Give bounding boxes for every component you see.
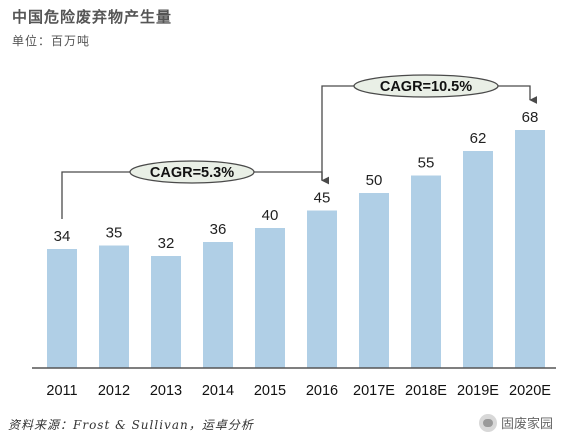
bar-2015	[255, 228, 285, 368]
x-tick-label-2016: 2016	[306, 383, 338, 399]
bar-2011	[47, 249, 77, 368]
unit-label: 单位：百万吨	[12, 34, 91, 48]
data-label-2020E: 68	[522, 109, 539, 126]
data-label-2014: 36	[210, 221, 227, 238]
x-tick-label-2012: 2012	[98, 383, 130, 399]
bar-2016	[307, 210, 337, 368]
wechat-logo-icon	[478, 413, 497, 432]
cagr-label: CAGR=5.3%	[150, 165, 234, 181]
bar-2020E	[515, 130, 545, 368]
x-tick-label-2018E: 2018E	[405, 383, 447, 399]
x-tick-label-2017E: 2017E	[353, 383, 395, 399]
x-tick-label-2011: 2011	[46, 383, 77, 399]
cagr-annotation-1: CAGR=5.3%	[61, 160, 330, 219]
cagr-label: CAGR=10.5%	[380, 79, 472, 95]
x-tick-label-2019E: 2019E	[457, 383, 499, 399]
data-label-2017E: 50	[366, 172, 383, 189]
data-label-2013: 32	[158, 235, 175, 252]
x-tick-label-2014: 2014	[202, 383, 234, 399]
data-label-2015: 40	[262, 207, 279, 224]
cagr-oval	[129, 160, 255, 184]
bar-2013	[151, 256, 181, 368]
cagr-annotation-2: CAGR=10.5%	[321, 74, 538, 181]
data-label-2016: 45	[314, 190, 331, 207]
data-label-2018E: 55	[418, 155, 435, 172]
x-tick-label-2013: 2013	[150, 383, 182, 399]
bar-2014	[203, 242, 233, 368]
data-label-2012: 35	[106, 225, 123, 242]
source-note: 资料来源：Frost & Sullivan，运卓分析	[8, 418, 254, 432]
x-tick-label-2020E: 2020E	[509, 383, 551, 399]
x-tick-label-2015: 2015	[254, 383, 286, 399]
chart-title: 中国危险废弃物产生量	[12, 8, 173, 26]
cagr-oval	[353, 74, 499, 98]
data-label-2011: 34	[54, 228, 71, 245]
bar-2017E	[359, 193, 389, 368]
watermark: 固废家园	[478, 413, 553, 432]
watermark-text: 固废家园	[500, 417, 553, 432]
bar-2018E	[411, 175, 441, 368]
bar-2019E	[463, 151, 493, 368]
bar-2012	[99, 245, 129, 368]
data-label-2019E: 62	[470, 130, 487, 147]
